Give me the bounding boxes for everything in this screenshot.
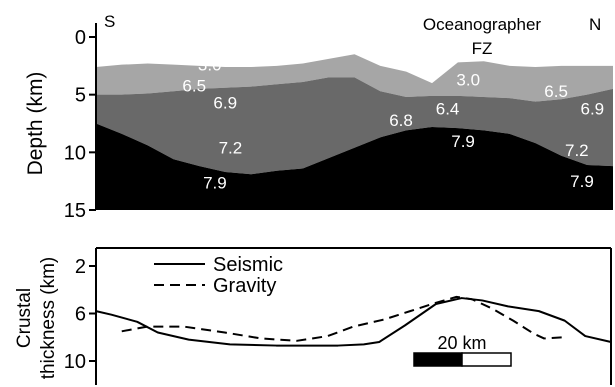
velocity-label: 6.9	[213, 94, 237, 113]
layer-2-area	[96, 77, 613, 175]
fracture-zone-label-line2: FZ	[472, 39, 493, 58]
layer-3-area	[96, 123, 613, 210]
legend-label-gravity: Gravity	[213, 275, 276, 297]
velocity-label: 7.9	[570, 172, 594, 191]
y-axis-label-line1: Crustal	[14, 288, 35, 348]
velocity-label: 7.2	[219, 139, 243, 158]
velocity-label: 7.9	[451, 132, 475, 151]
series-seismic-line	[95, 297, 612, 347]
scale-bar-black-segment	[413, 352, 463, 367]
layer-1-area	[96, 54, 613, 102]
series-gravity-line	[121, 295, 565, 342]
y-tick-label: 10	[64, 351, 86, 373]
y-tick-label: 6	[75, 304, 86, 326]
velocity-label: 6.5	[544, 82, 568, 101]
velocity-label: 3.0	[198, 56, 222, 75]
velocity-label: 6.5	[182, 76, 206, 95]
velocity-label: 6.8	[389, 111, 413, 130]
y-tick-label: 0	[75, 27, 86, 49]
velocity-label: 6.9	[580, 100, 604, 119]
velocity-label: 7.2	[565, 141, 589, 160]
y-axis-label-line2: thickness (km)	[38, 257, 59, 379]
fracture-zone-label-line1: Oceanographer	[423, 15, 541, 34]
y-tick-label: 15	[64, 200, 86, 222]
y-tick-label: 5	[75, 85, 86, 107]
y-tick-label: 2	[75, 256, 86, 278]
north-label: N	[589, 15, 601, 34]
velocity-label: 3.0	[456, 71, 480, 90]
legend-label-seismic: Seismic	[213, 254, 283, 276]
velocity-label: 7.9	[203, 173, 227, 192]
south-label: S	[104, 12, 115, 31]
scale-bar-white-segment	[461, 352, 512, 367]
scale-bar-label: 20 km	[437, 333, 486, 353]
velocity-label: 6.4	[436, 100, 460, 119]
y-tick-label: 10	[64, 142, 86, 164]
y-axis-label: Depth (km)	[24, 72, 47, 176]
